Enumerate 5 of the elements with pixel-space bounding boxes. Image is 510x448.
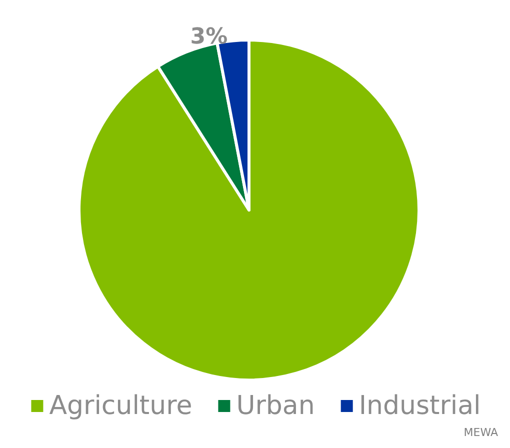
text: MEWA xyxy=(464,426,498,439)
legend-label: Agriculture xyxy=(49,391,192,421)
legend-label: Industrial xyxy=(358,391,481,421)
data-label: 3% xyxy=(190,24,228,50)
legend-label: Urban xyxy=(236,391,315,421)
